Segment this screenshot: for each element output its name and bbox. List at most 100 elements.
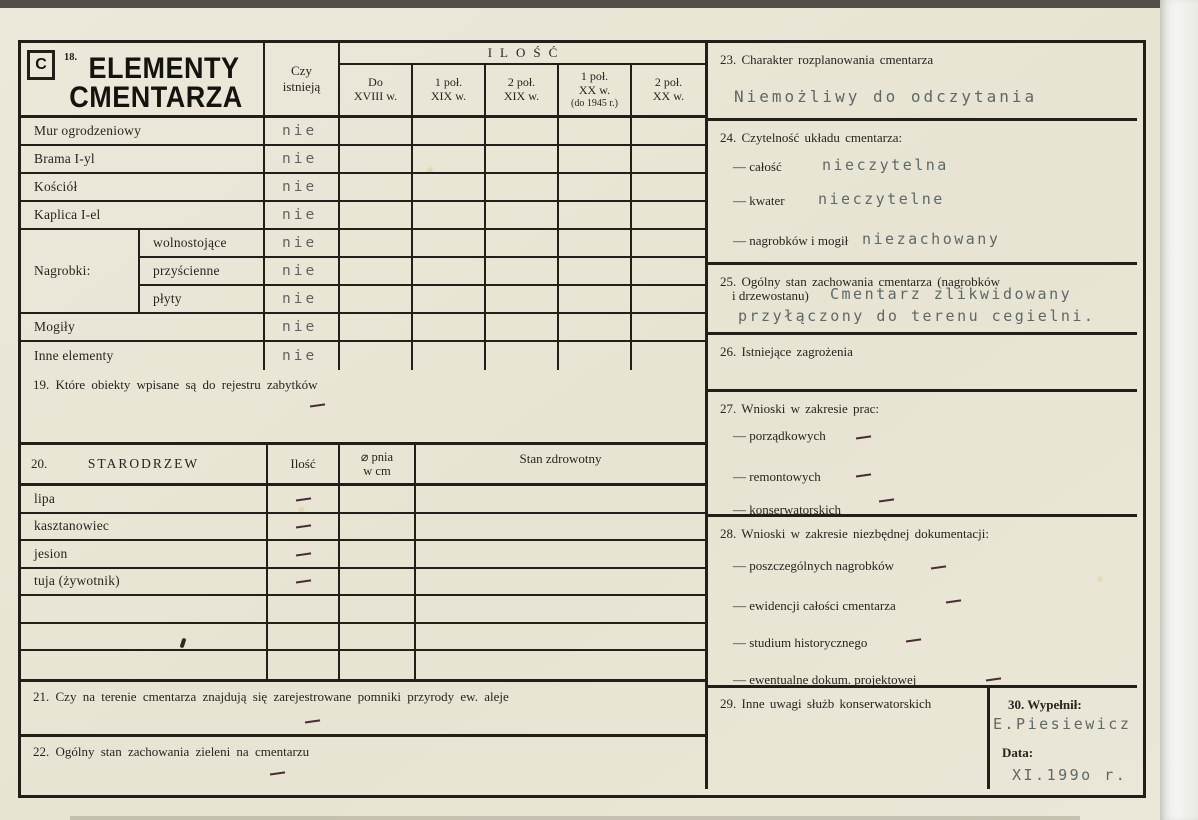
section-25-label-line1: 25. Ogólny stan zachowania cmentarza (na…: [720, 274, 1001, 289]
quantity-cell: [486, 174, 559, 202]
quantity-cell: [340, 174, 413, 202]
scan-edge-bottom: [70, 816, 1080, 820]
species-label: [21, 623, 268, 652]
elements-table-header: C 18. ELEMENTY CMENTARZA Czy istnieją IL…: [21, 43, 705, 118]
quantity-cell: [413, 202, 486, 230]
quantity-cell: [632, 314, 705, 342]
element-row-label: wolnostojące: [140, 230, 265, 258]
section-26: 26. Istniejące zagrożenia: [708, 335, 1137, 392]
handwritten-dash-mark: —: [928, 555, 948, 579]
element-row-label: Inne elementy: [21, 342, 265, 370]
section-23: 23. Charakter rozplanowania cmentarza Ni…: [708, 43, 1137, 121]
health-cell: [416, 541, 705, 569]
quantity-cell: [340, 146, 413, 174]
element-row-label: Brama I-yl: [21, 146, 265, 174]
quantity-cell: [559, 342, 632, 370]
scan-edge-top: [0, 0, 1160, 8]
quantity-cell: [486, 258, 559, 286]
quantity-cell: [632, 202, 705, 230]
quantity-cell: [268, 596, 340, 624]
item-label: — nagrobków i mogił: [733, 233, 849, 248]
section-24-item: — kwater nieczytelne: [733, 190, 942, 211]
quantity-cell: [559, 230, 632, 258]
period-column-header: 2 poł. XX w.: [652, 75, 685, 103]
exists-value: nie: [265, 314, 340, 342]
section-24-item: — całość nieczytelna: [733, 156, 946, 177]
trunk-diameter-cell: [340, 541, 416, 569]
element-row-label: Kościół: [21, 174, 265, 202]
section-21-label: 21. Czy na terenie cmentarza znajdują si…: [33, 689, 509, 704]
paper-stain: [425, 166, 435, 174]
period-column-header: 1 poł. XIX w.: [413, 65, 486, 115]
item-answer: niezachowany: [862, 230, 1001, 248]
element-row-label: płyty: [140, 286, 265, 314]
section-21: 21. Czy na terenie cmentarza znajdują si…: [21, 682, 705, 737]
form-title: ELEMENTY CMENTARZA: [51, 51, 261, 111]
starodrzew-health-header: Stan zdrowotny: [519, 451, 602, 466]
quantity-cell: [632, 174, 705, 202]
exists-value: nie: [265, 146, 340, 174]
quantity-cell: [486, 118, 559, 146]
scan-edge-right: [1160, 0, 1198, 820]
quantity-cell: [632, 286, 705, 314]
starodrzew-trunk-diameter-header: ⌀ pnia w cm: [340, 445, 416, 483]
section-24-item: — nagrobków i mogił niezachowany: [733, 230, 998, 251]
form-title-line1: ELEMENTY: [88, 51, 240, 85]
section-30-label: 30. Wypełnił:: [1008, 697, 1082, 712]
quantity-cell: [413, 230, 486, 258]
exists-value: nie: [265, 118, 340, 146]
health-cell: [416, 514, 705, 542]
quantity-cell: [632, 342, 705, 370]
quantity-cell: [413, 174, 486, 202]
quantity-cell: [632, 146, 705, 174]
section-28-item: — poszczególnych nagrobków: [733, 558, 895, 573]
starodrzew-quantity-header: Ilość: [268, 445, 340, 483]
handwritten-dash-mark: —: [293, 542, 313, 565]
date-value: XI.199o r.: [1012, 766, 1128, 784]
section-25: 25. Ogólny stan zachowania cmentarza (na…: [708, 265, 1137, 335]
quantity-cell: —: [268, 541, 340, 569]
health-cell: [416, 624, 705, 652]
exists-value: nie: [265, 202, 340, 230]
paper-stain: [1096, 575, 1104, 583]
trunk-diameter-cell: [340, 623, 416, 652]
section-24: 24. Czytelność układu cmentarza: — całoś…: [708, 121, 1137, 265]
species-label: [21, 596, 268, 624]
section-29-30-row: 29. Inne uwagi służb konserwatorskich 30…: [708, 688, 1137, 789]
section-23-answer: Niemożliwy do odczytania: [734, 87, 1038, 106]
starodrzew-table-header: 20. STARODRZEW Ilość ⌀ pnia w cm Stan zd…: [21, 445, 705, 486]
element-row-label: Kaplica I-el: [21, 202, 265, 230]
section-23-label: 23. Charakter rozplanowania cmentarza: [720, 52, 934, 67]
species-label: [21, 651, 268, 679]
handwritten-dash-mark: —: [302, 709, 322, 733]
section-29: 29. Inne uwagi służb konserwatorskich: [708, 688, 990, 789]
section-27-label: 27. Wnioski w zakresie prac:: [720, 401, 880, 416]
handwritten-dash-mark: —: [853, 463, 873, 487]
starodrzew-title: STARODRZEW: [87, 456, 200, 471]
handwritten-dash-mark: —: [943, 589, 963, 613]
section-24-label: 24. Czytelność układu cmentarza:: [720, 130, 903, 145]
section-19: 19. Które obiekty wpisane są do rejestru…: [21, 370, 705, 445]
handwritten-dash-mark: —: [983, 667, 1003, 691]
exists-value: nie: [265, 174, 340, 202]
handwritten-dash-mark: —: [307, 393, 327, 417]
quantity-cell: [340, 118, 413, 146]
quantity-cell: [486, 146, 559, 174]
section-letter-box: C: [27, 50, 55, 80]
quantity-cell: [340, 342, 413, 370]
trunk-diameter-cell: [340, 513, 416, 542]
quantity-cell: —: [268, 486, 340, 514]
quantity-columns-header: ILOŚĆ Do XVIII w. 1 poł. XIX w. 2 poł. XIX …: [340, 43, 705, 115]
section-22: 22. Ogólny stan zachowania zieleni na cm…: [21, 737, 705, 789]
health-cell: [416, 651, 705, 679]
quantity-cell: [486, 342, 559, 370]
element-group-label: Nagrobki:: [21, 230, 140, 314]
quantity-cell: [340, 202, 413, 230]
section-26-label: 26. Istniejące zagrożenia: [720, 344, 853, 359]
quantity-cell: [559, 286, 632, 314]
quantity-cell: [632, 118, 705, 146]
period-column-header: 2 poł. XIX w.: [486, 65, 559, 115]
quantity-header-label: ILOŚĆ: [340, 43, 705, 65]
section-19-label: 19. Które obiekty wpisane są do rejestru…: [33, 377, 318, 392]
